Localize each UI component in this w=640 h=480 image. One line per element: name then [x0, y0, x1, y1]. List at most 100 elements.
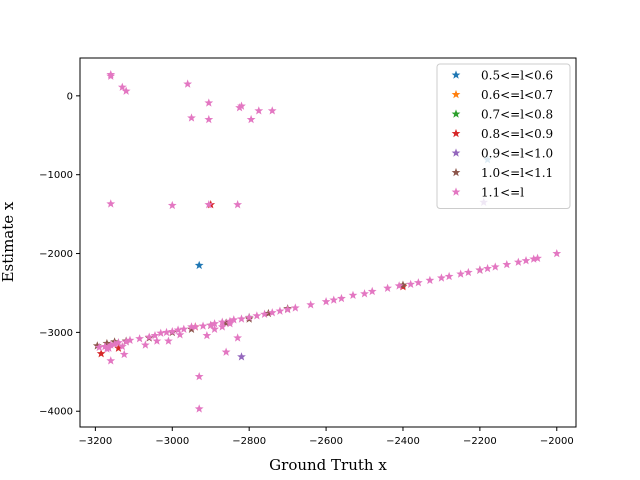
data-point — [475, 265, 485, 274]
data-point — [187, 113, 196, 122]
data-point — [190, 322, 200, 331]
data-point — [140, 340, 150, 349]
data-point — [114, 338, 123, 347]
y-tick-label: −3000 — [39, 328, 73, 339]
data-point — [121, 86, 131, 95]
data-point — [144, 332, 154, 341]
data-point — [237, 352, 246, 361]
data-point — [183, 79, 193, 88]
chart-marks — [92, 69, 562, 413]
data-point — [117, 341, 127, 351]
series-6 — [94, 69, 562, 413]
data-point — [533, 253, 542, 262]
y-axis-ticks: −4000 −3000 −2000 −1000 0 — [39, 91, 80, 418]
x-tick-label: −2600 — [309, 436, 343, 447]
data-point — [106, 340, 116, 349]
data-point — [202, 330, 212, 340]
data-point — [360, 289, 369, 298]
data-point — [337, 293, 346, 303]
data-point — [135, 334, 144, 343]
data-point — [167, 200, 177, 210]
x-tick-label: −2000 — [540, 436, 574, 447]
data-point — [254, 106, 264, 115]
data-point — [204, 98, 214, 107]
data-point — [198, 321, 208, 330]
data-point — [348, 290, 358, 300]
data-point — [490, 262, 500, 271]
data-point — [229, 315, 239, 324]
data-point — [206, 320, 216, 330]
data-point — [552, 248, 562, 258]
data-point — [283, 304, 292, 314]
legend-marker — [451, 109, 461, 118]
data-point — [102, 338, 112, 348]
legend-marker — [451, 148, 461, 157]
data-point — [483, 263, 492, 273]
data-point — [244, 312, 254, 322]
data-point — [267, 106, 277, 115]
legend: 0.5<=l<0.6 0.6<=l<0.7 0.7<=l<0.8 0.8<=l<0.9… — [436, 63, 571, 209]
data-point — [121, 337, 131, 346]
data-point — [125, 335, 135, 344]
data-point — [106, 356, 116, 365]
data-point — [173, 325, 183, 334]
data-point — [463, 267, 473, 277]
data-point — [225, 319, 235, 328]
data-point — [100, 341, 110, 351]
y-tick-label: −4000 — [39, 407, 73, 418]
series-3 — [96, 200, 408, 358]
data-point — [194, 371, 204, 381]
data-point — [252, 311, 262, 320]
data-point — [117, 82, 127, 91]
x-tick-label: −2200 — [463, 436, 497, 447]
data-point — [394, 281, 404, 290]
data-point — [444, 271, 454, 281]
data-point — [329, 295, 339, 304]
data-point — [456, 269, 466, 278]
y-tick-label: 0 — [67, 91, 73, 102]
x-axis-label: Ground Truth x — [269, 456, 387, 474]
x-tick-label: −2800 — [232, 436, 266, 447]
data-point — [152, 336, 162, 345]
legend-entry: 1.0<=l<1.1 — [481, 166, 553, 180]
y-tick-label: −2000 — [39, 249, 73, 260]
data-point — [217, 317, 227, 326]
data-point — [233, 333, 243, 342]
data-point — [521, 256, 531, 265]
x-tick-label: −3200 — [78, 436, 112, 447]
data-point — [194, 404, 204, 413]
data-point — [194, 260, 204, 270]
data-point — [237, 314, 246, 323]
data-point — [502, 259, 512, 269]
data-point — [106, 69, 116, 79]
data-point — [162, 327, 171, 337]
data-point — [167, 327, 177, 336]
data-point — [104, 343, 114, 352]
legend-marker — [451, 187, 461, 196]
data-point — [260, 309, 269, 318]
data-point — [217, 322, 227, 331]
data-point — [383, 283, 392, 292]
data-point — [210, 324, 219, 333]
data-point — [221, 347, 231, 356]
legend-entry: 0.8<=l<0.9 — [481, 127, 553, 141]
legend-marker — [451, 167, 461, 177]
data-point — [237, 101, 246, 110]
legend-entry: 0.5<=l<0.6 — [481, 69, 553, 83]
legend-entry: 0.6<=l<0.7 — [481, 88, 553, 102]
y-axis-label: Estimate x — [0, 201, 17, 282]
data-point — [106, 199, 116, 208]
data-point — [119, 349, 129, 359]
data-point — [290, 303, 300, 312]
data-point — [187, 322, 196, 331]
data-point — [413, 278, 423, 287]
data-point — [529, 254, 539, 263]
legend-entry: 1.1<=l — [481, 186, 524, 200]
data-point — [164, 336, 173, 345]
data-point — [406, 279, 416, 289]
data-point — [367, 286, 377, 296]
legend-entry: 0.7<=l<0.8 — [481, 108, 553, 122]
data-point — [110, 339, 119, 348]
legend-marker — [451, 128, 461, 138]
